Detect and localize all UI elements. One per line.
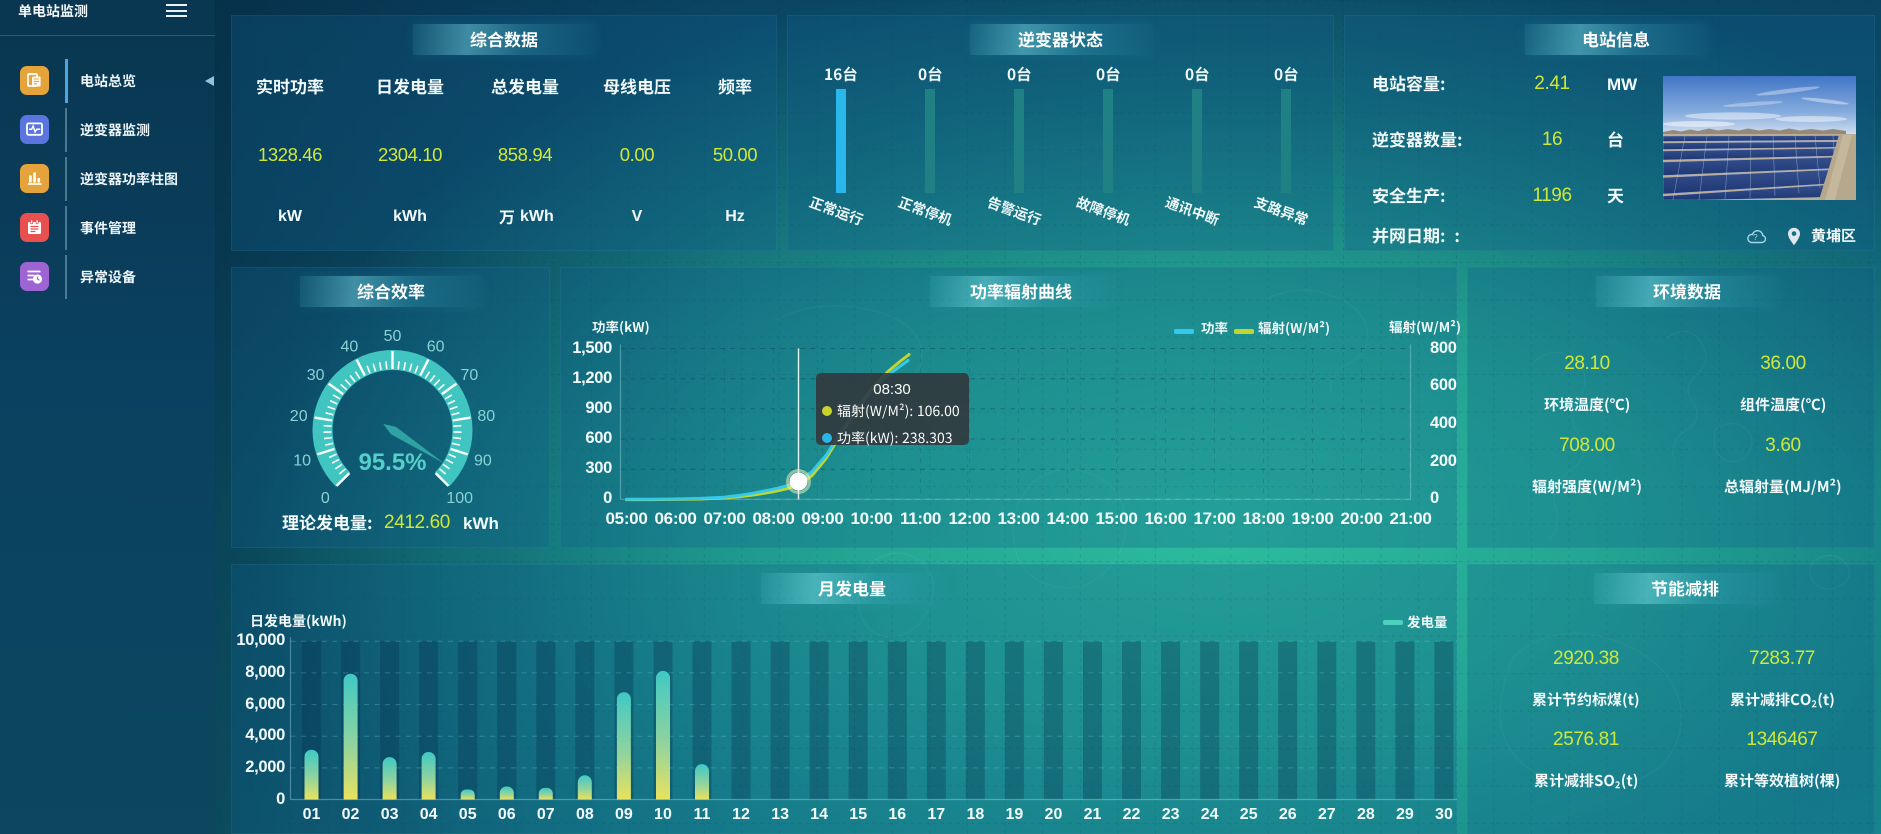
svg-text:100: 100 <box>446 490 473 507</box>
svg-text:70: 70 <box>461 367 479 384</box>
svg-text:20: 20 <box>290 408 308 425</box>
svg-text:0: 0 <box>321 490 330 507</box>
svg-text:?: ? <box>1753 232 1758 242</box>
svg-text:60: 60 <box>427 338 445 355</box>
svg-text:80: 80 <box>477 408 495 425</box>
svg-text:50: 50 <box>384 328 402 345</box>
svg-text:90: 90 <box>474 452 492 469</box>
svg-text:40: 40 <box>341 338 359 355</box>
svg-text:30: 30 <box>307 367 325 384</box>
svg-text:10: 10 <box>293 452 311 469</box>
